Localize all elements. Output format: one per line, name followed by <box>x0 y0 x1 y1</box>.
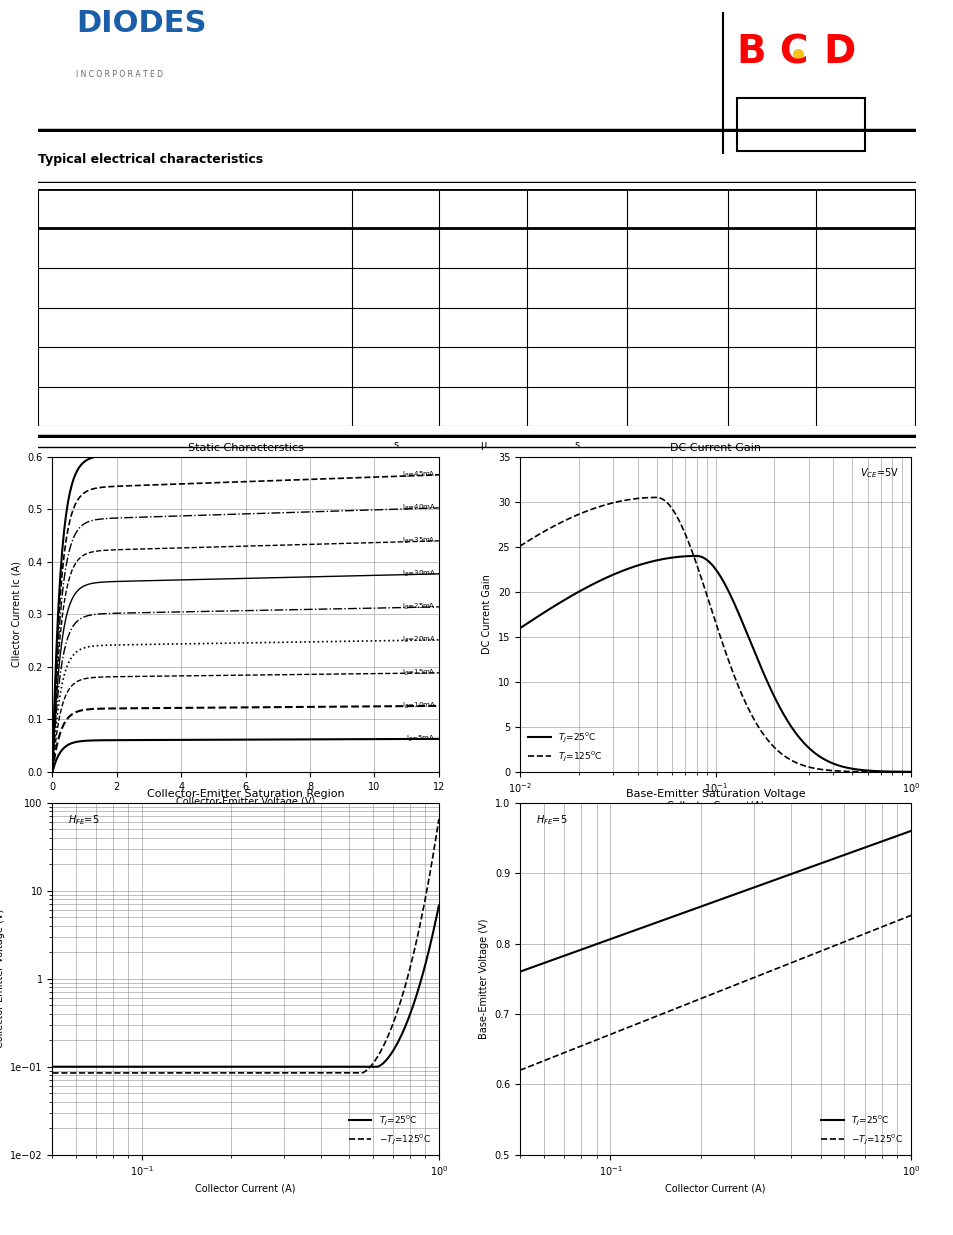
$T_J$=25$^0$C <box>47 1060 58 1074</box>
$T_J$=25$^0$C <box>290 1060 301 1074</box>
Text: I$_B$=20mA: I$_B$=20mA <box>401 635 436 645</box>
X-axis label: Collector Current (A): Collector Current (A) <box>195 1184 295 1194</box>
Line: $T_J$=25$^0$C: $T_J$=25$^0$C <box>519 556 910 772</box>
$T_J$=25$^0$C <box>199 1060 211 1074</box>
Text: s: s <box>393 440 397 450</box>
Title: Static Characterstics: Static Characterstics <box>188 443 303 453</box>
$T_J$=25$^0$C <box>641 919 653 934</box>
$-T_J$=125$^0$C <box>327 1066 338 1081</box>
$T_J$=25$^0$C <box>172 1060 184 1074</box>
Text: Typical electrical characteristics: Typical electrical characteristics <box>38 153 263 165</box>
$T_J$=25$^0$C <box>433 898 444 913</box>
Text: I$_B$=5mA: I$_B$=5mA <box>406 734 436 743</box>
$T_J$=25$^0$C <box>798 862 809 877</box>
$-T_J$=125$^0$C <box>199 1066 211 1081</box>
Text: DIODES: DIODES <box>76 9 207 37</box>
Title: DC Current Gain: DC Current Gain <box>669 443 760 453</box>
Text: I$_B$=45mA: I$_B$=45mA <box>401 469 436 480</box>
Text: I$_B$=35mA: I$_B$=35mA <box>401 536 436 546</box>
Y-axis label: Base-Emitter Voltage (V): Base-Emitter Voltage (V) <box>478 919 489 1039</box>
$T_J$=125$^0$C <box>760 731 772 746</box>
Y-axis label: Cllector Current Ic (A): Cllector Current Ic (A) <box>11 562 22 667</box>
Y-axis label: DC Current Gain: DC Current Gain <box>481 574 492 655</box>
Text: I$_B$=40mA: I$_B$=40mA <box>401 503 436 513</box>
$T_J$=25$^0$C <box>560 947 572 962</box>
$-T_J$=125$^0$C <box>641 1013 653 1028</box>
Text: I$_B$=25mA: I$_B$=25mA <box>401 601 436 613</box>
$T_J$=25$^0$C <box>93 1060 105 1074</box>
$T_J$=25$^0$C <box>690 548 701 563</box>
$-T_J$=125$^0$C <box>668 1002 679 1016</box>
$T_J$=25$^0$C <box>668 909 679 924</box>
Title: Base-Emitter Saturation Voltage: Base-Emitter Saturation Voltage <box>625 789 804 799</box>
$T_J$=125$^0$C <box>650 490 661 505</box>
$-T_J$=125$^0$C <box>514 1063 525 1078</box>
$T_J$=125$^0$C <box>669 508 680 522</box>
Text: $H_{FE}$=5: $H_{FE}$=5 <box>68 814 99 827</box>
$-T_J$=125$^0$C <box>172 1066 184 1081</box>
FancyBboxPatch shape <box>737 98 864 152</box>
$T_J$=25$^0$C <box>514 965 525 979</box>
$T_J$=125$^0$C <box>797 758 808 773</box>
$T_J$=125$^0$C <box>904 764 916 779</box>
X-axis label: Collector Current (A): Collector Current (A) <box>664 1184 765 1194</box>
Text: μ: μ <box>479 440 486 450</box>
Text: $H_{FE}$=5: $H_{FE}$=5 <box>535 814 566 827</box>
$T_J$=125$^0$C <box>641 490 653 505</box>
$T_J$=25$^0$C <box>327 1060 338 1074</box>
$-T_J$=125$^0$C <box>93 1066 105 1081</box>
$T_J$=25$^0$C <box>325 1060 336 1074</box>
$-T_J$=125$^0$C <box>290 1066 301 1081</box>
$T_J$=25$^0$C <box>797 735 808 750</box>
X-axis label: Collector-Emitter Voltage (V): Collector-Emitter Voltage (V) <box>176 797 314 808</box>
Legend: $T_J$=25$^0$C, $-T_J$=125$^0$C: $T_J$=25$^0$C, $-T_J$=125$^0$C <box>345 1109 434 1150</box>
Line: $-T_J$=125$^0$C: $-T_J$=125$^0$C <box>519 915 910 1071</box>
$T_J$=125$^0$C <box>799 758 810 773</box>
$T_J$=25$^0$C <box>514 621 525 636</box>
$-T_J$=125$^0$C <box>904 908 916 923</box>
Text: I$_B$=10mA: I$_B$=10mA <box>401 700 436 711</box>
Legend: $T_J$=25$^0$C, $T_J$=125$^0$C: $T_J$=25$^0$C, $T_J$=125$^0$C <box>524 726 605 767</box>
$T_J$=25$^0$C <box>904 764 916 779</box>
$-T_J$=125$^0$C <box>325 1066 336 1081</box>
$-T_J$=125$^0$C <box>760 966 771 981</box>
Title: Collector-Emitter Saturation Region: Collector-Emitter Saturation Region <box>147 789 344 799</box>
Line: $T_J$=125$^0$C: $T_J$=125$^0$C <box>519 498 910 772</box>
$-T_J$=125$^0$C <box>796 951 807 966</box>
Text: s: s <box>574 440 579 450</box>
Line: $T_J$=25$^0$C: $T_J$=25$^0$C <box>52 905 438 1067</box>
Text: I$_B$=30mA: I$_B$=30mA <box>401 569 436 579</box>
$-T_J$=125$^0$C <box>560 1045 572 1060</box>
Text: C: C <box>779 33 807 72</box>
Y-axis label: Collector-Emitter Voltage (V): Collector-Emitter Voltage (V) <box>0 909 5 1049</box>
Legend: $T_J$=25$^0$C, $-T_J$=125$^0$C: $T_J$=25$^0$C, $-T_J$=125$^0$C <box>817 1109 905 1150</box>
$-T_J$=125$^0$C <box>47 1066 58 1081</box>
$T_J$=25$^0$C <box>641 556 653 571</box>
$T_J$=25$^0$C <box>799 737 810 752</box>
Line: $-T_J$=125$^0$C: $-T_J$=125$^0$C <box>52 819 438 1073</box>
Text: B: B <box>736 33 765 72</box>
Text: I$_B$=15mA: I$_B$=15mA <box>401 668 436 678</box>
$T_J$=25$^0$C <box>560 592 572 606</box>
$T_J$=25$^0$C <box>760 876 771 890</box>
$T_J$=25$^0$C <box>668 550 679 564</box>
$-T_J$=125$^0$C <box>798 950 809 965</box>
$T_J$=125$^0$C <box>514 538 525 553</box>
X-axis label: Collector Current(A): Collector Current(A) <box>666 802 763 811</box>
$T_J$=25$^0$C <box>796 863 807 878</box>
Text: $V_{CE}$=5V: $V_{CE}$=5V <box>860 467 899 480</box>
Text: I N C O R P O R A T E D: I N C O R P O R A T E D <box>76 70 163 79</box>
Line: $T_J$=25$^0$C: $T_J$=25$^0$C <box>519 831 910 972</box>
$T_J$=125$^0$C <box>560 513 572 527</box>
$-T_J$=125$^0$C <box>433 811 444 826</box>
$T_J$=25$^0$C <box>904 824 916 839</box>
Text: D: D <box>822 33 855 72</box>
$T_J$=25$^0$C <box>760 673 772 688</box>
